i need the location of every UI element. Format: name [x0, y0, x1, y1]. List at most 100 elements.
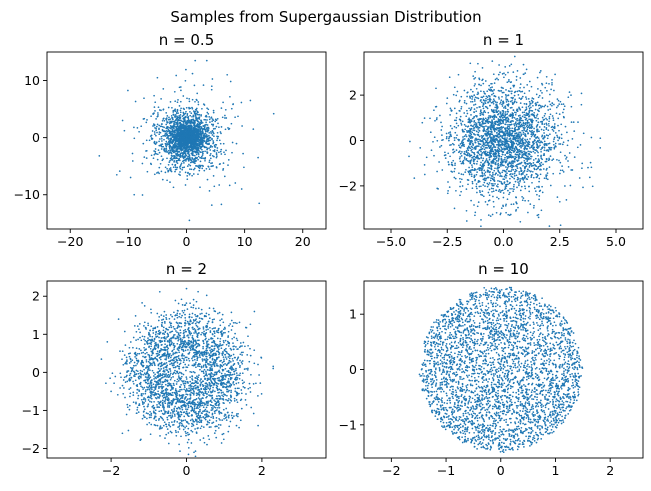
scatter-point: [500, 155, 503, 158]
scatter-point: [192, 139, 195, 142]
scatter-point: [138, 130, 140, 133]
scatter-point: [525, 98, 528, 100]
scatter-point: [523, 92, 526, 95]
scatter-point: [483, 125, 485, 128]
scatter-point: [172, 166, 175, 169]
scatter-point: [500, 181, 503, 183]
scatter-point: [523, 114, 526, 116]
scatter-point: [498, 128, 501, 130]
scatter-point: [494, 101, 497, 103]
scatter-point: [471, 100, 474, 103]
scatter-point: [192, 121, 195, 124]
scatter-point: [170, 115, 173, 117]
scatter-point: [173, 154, 176, 157]
scatter-point: [507, 165, 510, 168]
scatter-point: [210, 88, 213, 91]
scatter-point: [178, 86, 181, 89]
scatter-point: [172, 111, 175, 113]
scatter-point: [453, 119, 456, 122]
scatter-point: [463, 156, 466, 159]
scatter-point: [220, 203, 223, 206]
scatter-point: [182, 112, 185, 115]
scatter-point: [177, 147, 180, 149]
scatter-point: [482, 107, 485, 110]
scatter-point: [190, 138, 192, 140]
scatter-point: [196, 125, 199, 128]
scatter-point: [505, 174, 508, 177]
scatter-point: [162, 118, 165, 120]
scatter-point: [515, 101, 518, 104]
scatter-point: [458, 157, 461, 160]
scatter-point: [525, 154, 528, 157]
scatter-point: [423, 164, 426, 166]
scatter-point: [516, 139, 519, 142]
scatter-point: [545, 149, 548, 152]
scatter-point: [460, 145, 463, 147]
scatter-point: [521, 156, 523, 159]
scatter-point: [168, 142, 171, 145]
scatter-point: [519, 150, 522, 152]
scatter-point: [571, 138, 574, 140]
scatter-point: [511, 90, 513, 93]
scatter-point: [518, 153, 521, 155]
scatter-point: [179, 134, 182, 136]
scatter-point: [525, 68, 528, 71]
scatter-point: [562, 108, 565, 111]
scatter-point: [508, 162, 511, 165]
scatter-point: [519, 114, 521, 117]
scatter-point: [494, 155, 497, 158]
scatter-point: [480, 117, 483, 120]
scatter-point: [161, 140, 163, 142]
scatter-point: [498, 98, 500, 100]
scatter-point: [499, 128, 502, 131]
scatter-point: [530, 151, 533, 154]
scatter-point: [173, 161, 175, 163]
scatter-point: [465, 209, 468, 212]
scatter-point: [180, 142, 182, 145]
scatter-point: [170, 156, 173, 159]
scatter-point: [520, 119, 523, 122]
scatter-point: [187, 145, 190, 147]
scatter-point: [469, 62, 472, 65]
scatter-point: [218, 126, 220, 129]
scatter-point: [438, 161, 440, 163]
scatter-point: [519, 167, 522, 169]
scatter-point: [506, 104, 509, 106]
scatter-point: [534, 149, 537, 152]
scatter-point: [169, 131, 172, 133]
scatter-point: [195, 125, 198, 127]
scatter-point: [519, 116, 521, 119]
scatter-point: [474, 211, 477, 214]
scatter-point: [531, 144, 534, 147]
scatter-point: [537, 96, 540, 99]
scatter-point: [183, 127, 186, 130]
scatter-point: [169, 118, 172, 120]
scatter-point: [490, 108, 493, 111]
scatter-point: [168, 130, 171, 132]
scatter-point: [174, 151, 176, 153]
scatter-point: [536, 150, 538, 152]
scatter-point: [449, 107, 452, 110]
scatter-point: [179, 167, 182, 170]
scatter-point: [482, 138, 484, 141]
scatter-point: [488, 158, 491, 161]
scatter-point: [548, 157, 550, 160]
scatter-point: [527, 153, 530, 155]
scatter-point: [175, 127, 178, 130]
scatter-point: [470, 100, 472, 103]
scatter-point: [145, 150, 147, 152]
scatter-point: [186, 116, 189, 119]
scatter-point: [174, 100, 177, 103]
scatter-point: [235, 142, 238, 145]
scatter-point: [504, 154, 507, 156]
scatter-point: [158, 127, 160, 130]
scatter-point: [208, 116, 211, 118]
scatter-point: [475, 145, 478, 148]
scatter-point: [184, 171, 187, 174]
scatter-point: [170, 145, 172, 148]
scatter-point: [436, 187, 439, 190]
scatter-point: [517, 181, 519, 183]
scatter-point: [534, 190, 537, 192]
scatter-point: [425, 156, 428, 159]
scatter-point: [541, 120, 544, 123]
